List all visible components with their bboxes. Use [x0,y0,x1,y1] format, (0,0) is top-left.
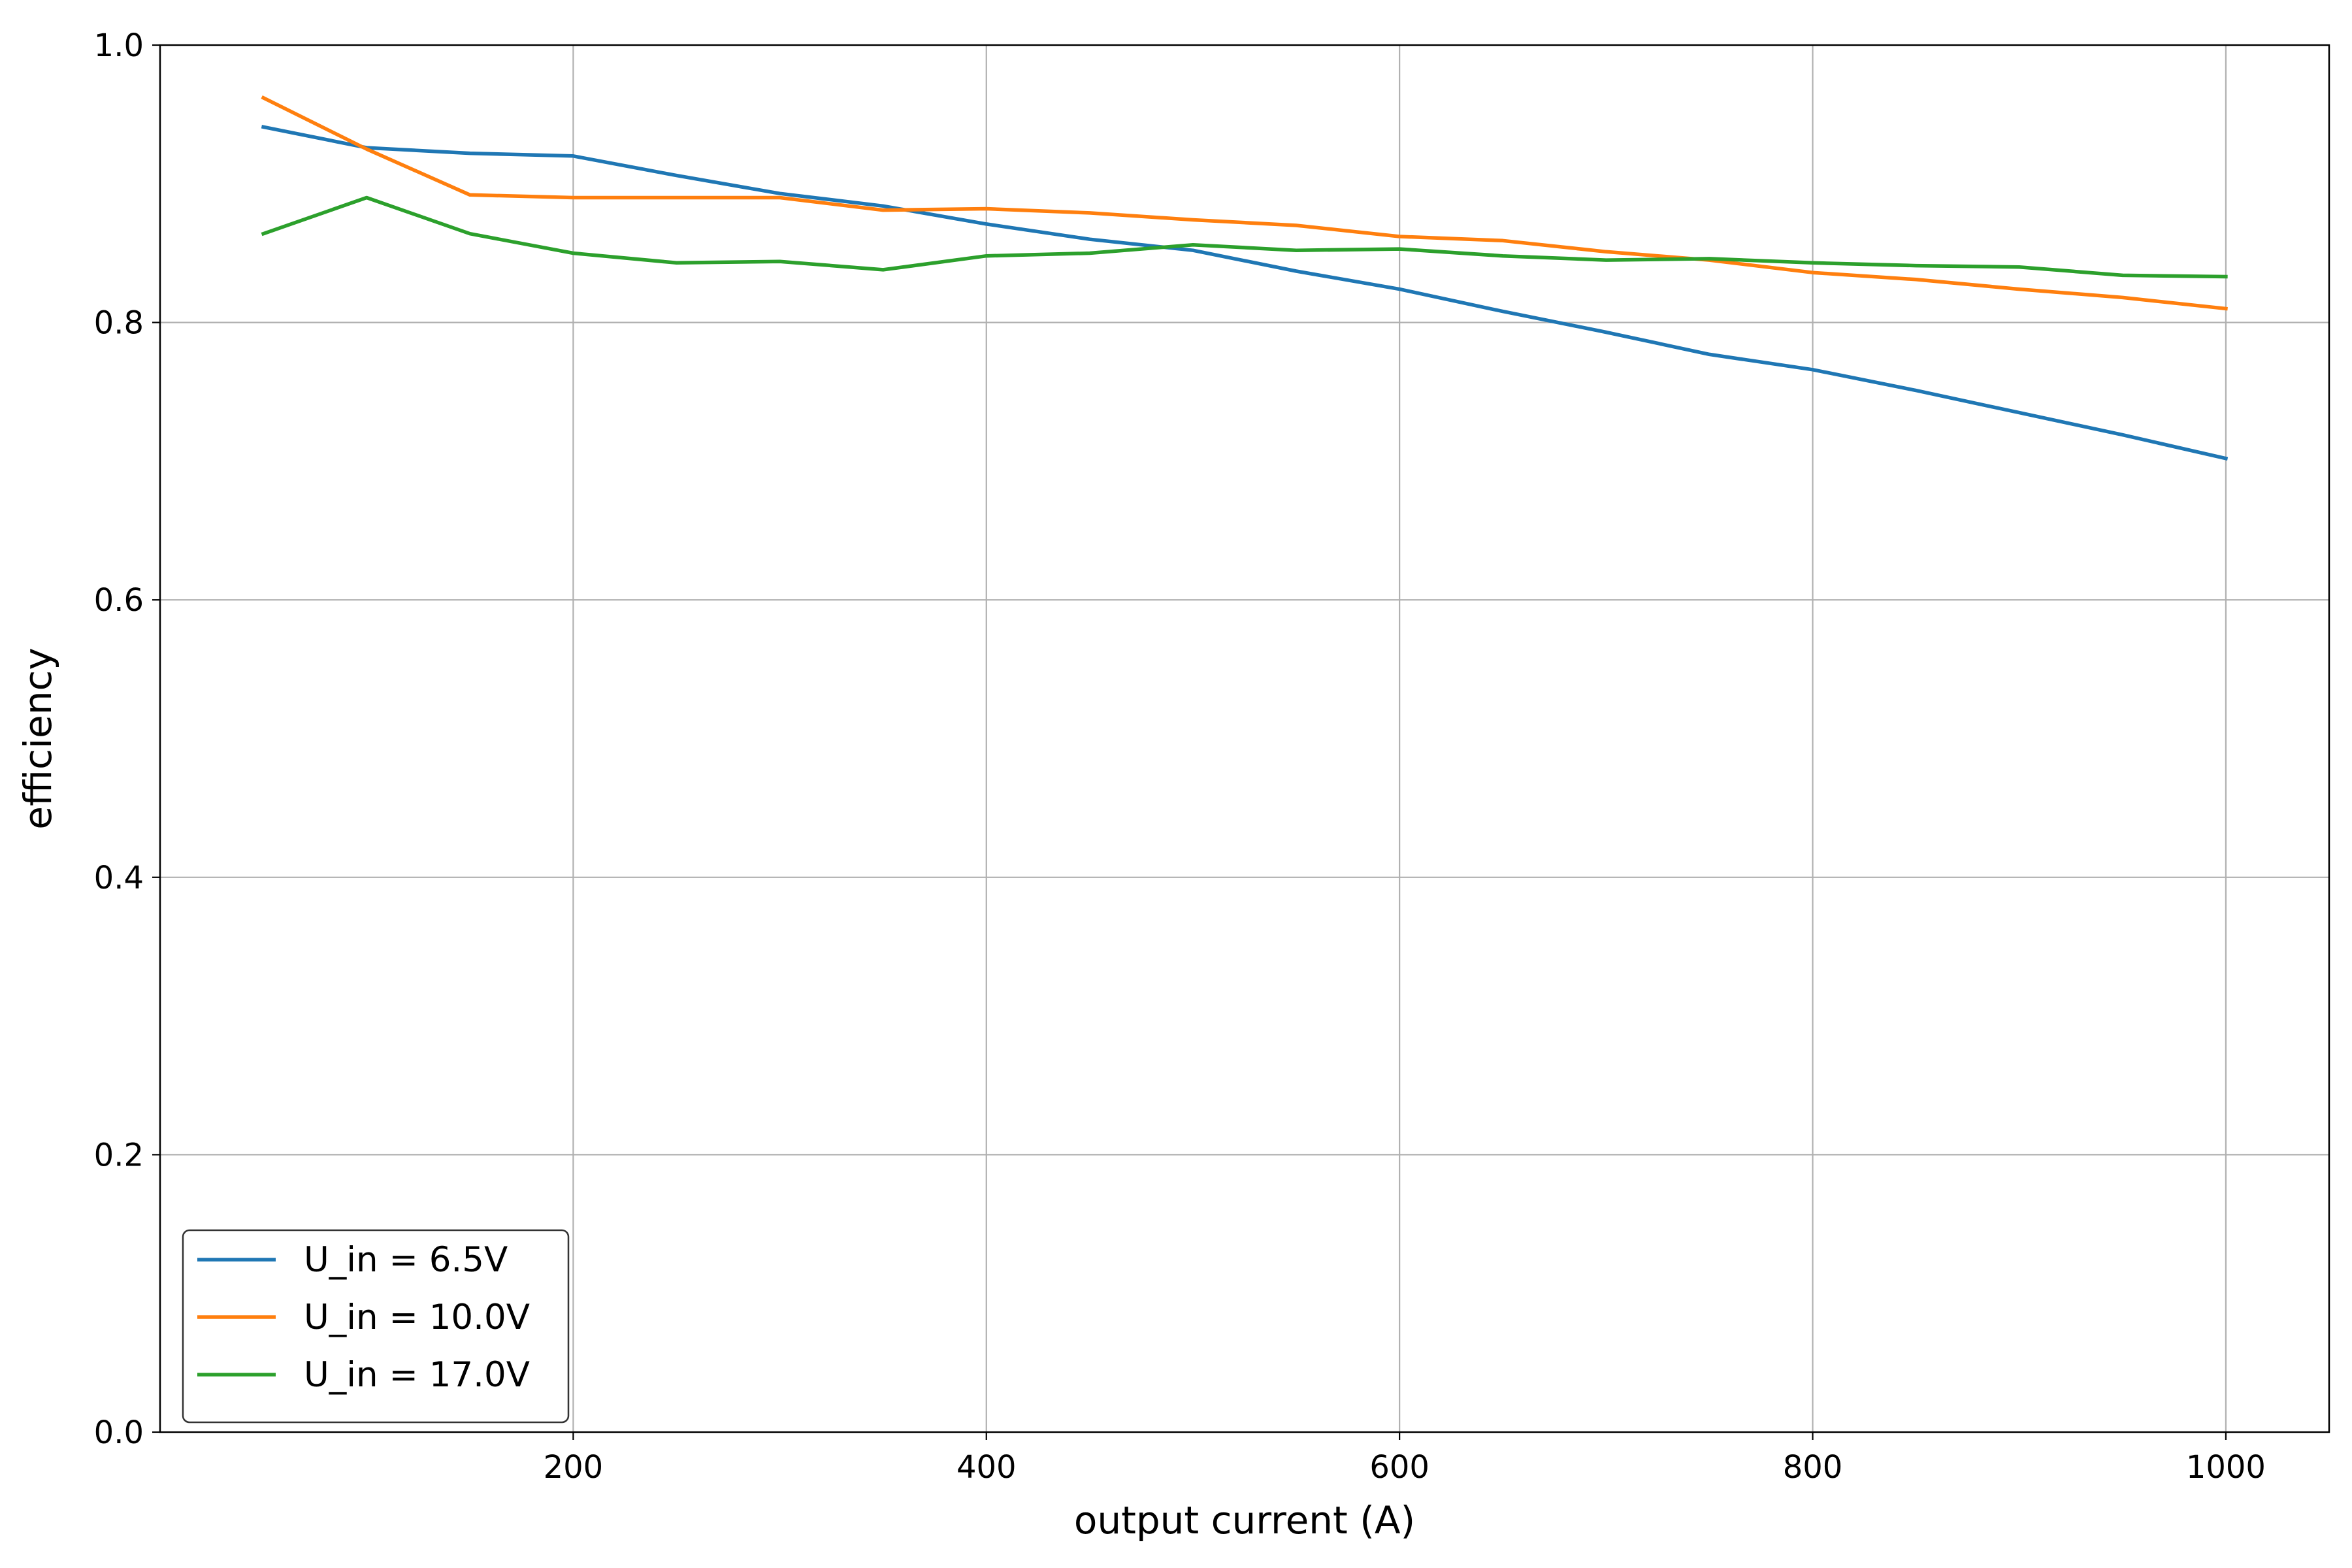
y-tick-label: 0.0 [94,1414,144,1451]
x-tick-label: 400 [956,1449,1017,1486]
legend-label: U_in = 10.0V [304,1298,530,1337]
y-tick-label: 0.6 [94,582,144,619]
series-line-1 [261,125,2229,461]
x-tick-label: 600 [1369,1449,1429,1486]
legend-box [182,1229,570,1424]
y-tick-label: 0.4 [94,860,144,896]
legend-label: U_in = 6.5V [304,1240,508,1280]
series-lines [261,95,2229,461]
y-tick-label: 1.0 [94,27,144,64]
grid [160,45,2329,1432]
y-tick-label: 0.8 [94,305,144,342]
series-line-3 [261,195,2228,279]
legend-label: U_in = 17.0V [304,1355,530,1395]
plot-area-frame [159,44,2330,1433]
series-line-2 [261,95,2228,311]
x-axis-label: output current (A) [1074,1498,1415,1543]
y-axis-label: efficiency [16,647,60,829]
x-tick-label: 800 [1783,1449,1843,1486]
x-tick-label: 1000 [2186,1449,2266,1486]
axis-ticks: 200 400 600 800 1000 0.0 0.2 0.4 0.6 0.8 1.0 [94,27,2266,1486]
y-tick-label: 0.2 [94,1137,144,1173]
x-tick-label: 200 [544,1449,604,1486]
legend: U_in = 6.5V U_in = 10.0V U_in = 17.0V [182,1229,570,1424]
